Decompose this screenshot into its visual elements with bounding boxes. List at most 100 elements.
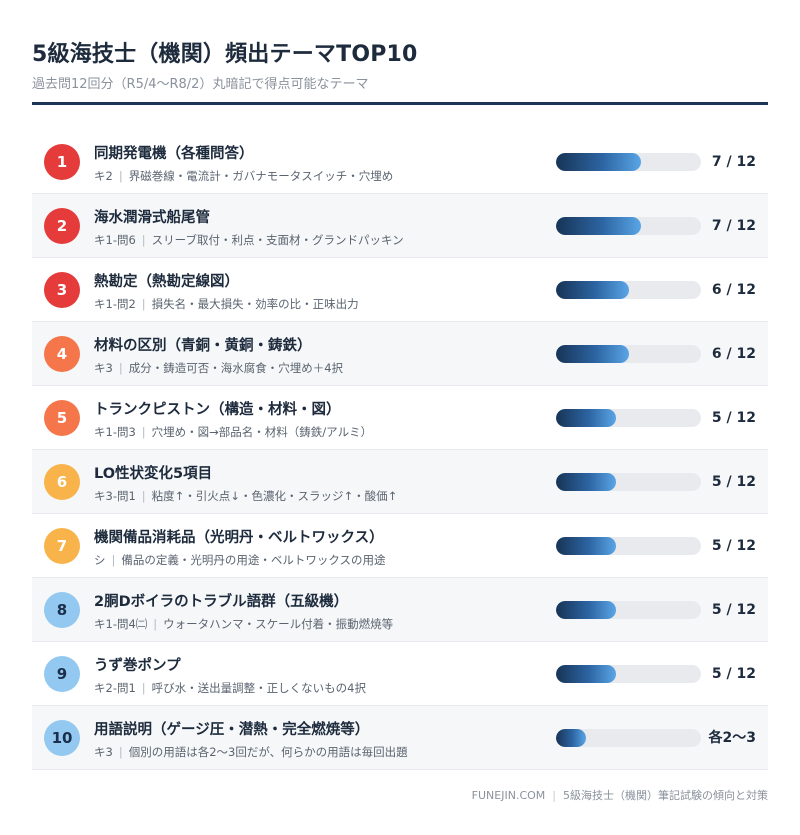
rank-tag: キ1-問6 [94, 233, 136, 247]
rank-description: 穴埋め・図→部品名・材料（鋳鉄/アルミ） [151, 425, 373, 439]
rank-row-7: 7 機関備品消耗品（光明丹・ベルトワックス） シ | 備品の定義・光明丹の用途・ベルトワ… [32, 514, 768, 578]
rank-detail: キ3-問1 | 粘度↑・引火点↓・色濃化・スラッジ↑・酸価↑ [94, 488, 397, 504]
rank-badge: 7 [44, 528, 80, 564]
header-divider [32, 102, 768, 105]
rank-row-1: 1 同期発電機（各種問答） キ2 | 界磁巻線・電流計・ガバナモータスイッチ・穴埋め 7 … [32, 130, 768, 194]
rank-row-3: 3 熱勘定（熱勘定線図） キ1-問2 | 損失名・最大損失・効率の比・正味出力 6 / 1… [32, 258, 768, 322]
frequency-bar [556, 601, 617, 619]
rank-detail: キ3 | 個別の用語は各2〜3回だが、何らかの用語は毎回出題 [94, 744, 408, 760]
rank-badge: 1 [44, 144, 80, 180]
rank-title: 同期発電機（各種問答） [94, 146, 254, 162]
rank-description: スリーブ取付・利点・支面材・グランドパッキン [151, 233, 404, 247]
frequency-bar [556, 537, 617, 555]
rank-detail: キ1-問2 | 損失名・最大損失・効率の比・正味出力 [94, 296, 359, 312]
frequency-bar-track [556, 665, 701, 683]
detail-separator: | [141, 297, 146, 311]
rank-title: 用語説明（ゲージ圧・潜熱・完全燃焼等） [94, 722, 370, 738]
rank-title: LO性状変化5項目 [94, 466, 213, 482]
rank-description: 粘度↑・引火点↓・色濃化・スラッジ↑・酸価↑ [151, 489, 398, 503]
frequency-bar [556, 153, 641, 171]
detail-separator: | [141, 425, 146, 439]
frequency-label: 6 / 12 [711, 346, 756, 362]
rank-badge: 4 [44, 336, 80, 372]
frequency-label: 5 / 12 [711, 602, 756, 618]
frequency-bar [556, 729, 587, 747]
rank-description: 個別の用語は各2〜3回だが、何らかの用語は毎回出題 [128, 745, 408, 759]
rank-tag: キ3-問1 [94, 489, 136, 503]
rank-title: 海水潤滑式船尾管 [94, 210, 210, 226]
rank-tag: キ1-問4㈡ [94, 617, 148, 631]
rank-row-8: 8 2胴Dボイラのトラブル語群（五級機） キ1-問4㈡ | ウォータハンマ・スケール付着… [32, 578, 768, 642]
rank-description: 呼び水・送出量調整・正しくないもの4択 [151, 681, 366, 695]
frequency-bar-track [556, 153, 701, 171]
rank-title: うず巻ポンプ [94, 658, 181, 674]
detail-separator: | [141, 233, 146, 247]
frequency-bar [556, 473, 617, 491]
frequency-bar [556, 217, 641, 235]
rank-badge: 2 [44, 208, 80, 244]
detail-separator: | [111, 553, 116, 567]
rank-detail: キ2 | 界磁巻線・電流計・ガバナモータスイッチ・穴埋め [94, 168, 393, 184]
detail-separator: | [118, 745, 123, 759]
page-subtitle: 過去問12回分（R5/4〜R8/2）丸暗記で得点可能なテーマ [32, 77, 369, 92]
frequency-bar-track [556, 345, 701, 363]
ranking-list: 1 同期発電機（各種問答） キ2 | 界磁巻線・電流計・ガバナモータスイッチ・穴埋め 7 … [32, 130, 768, 770]
rank-row-5: 5 トランクピストン（構造・材料・図） キ1-問3 | 穴埋め・図→部品名・材料（鋳鉄/… [32, 386, 768, 450]
rank-tag: キ2-問1 [94, 681, 136, 695]
footer: FUNEJIN.COM | 5級海技士（機関）筆記試験の傾向と対策 [472, 787, 768, 803]
frequency-bar [556, 409, 617, 427]
frequency-label: 7 / 12 [711, 218, 756, 234]
frequency-label: 5 / 12 [711, 474, 756, 490]
rank-title: 機関備品消耗品（光明丹・ベルトワックス） [94, 530, 384, 546]
frequency-bar [556, 281, 629, 299]
frequency-bar-track [556, 217, 701, 235]
rank-badge: 8 [44, 592, 80, 628]
frequency-label: 各2〜3 [708, 730, 756, 746]
detail-separator: | [118, 361, 123, 375]
rank-badge: 5 [44, 400, 80, 436]
frequency-label: 7 / 12 [711, 154, 756, 170]
rank-title: トランクピストン（構造・材料・図） [94, 402, 341, 418]
frequency-bar [556, 345, 629, 363]
frequency-bar [556, 665, 617, 683]
footer-separator: | [552, 789, 556, 802]
footer-caption: 5級海技士（機関）筆記試験の傾向と対策 [563, 789, 768, 802]
detail-separator: | [141, 681, 146, 695]
frequency-bar-track [556, 601, 701, 619]
rank-title: 2胴Dボイラのトラブル語群（五級機） [94, 594, 349, 610]
detail-separator: | [141, 489, 146, 503]
frequency-bar-track [556, 409, 701, 427]
rank-tag: キ1-問2 [94, 297, 136, 311]
frequency-label: 5 / 12 [711, 666, 756, 682]
rank-description: 備品の定義・光明丹の用途・ベルトワックスの用途 [121, 553, 386, 567]
rank-tag: キ1-問3 [94, 425, 136, 439]
rank-description: 損失名・最大損失・効率の比・正味出力 [151, 297, 359, 311]
frequency-bar-track [556, 537, 701, 555]
rank-tag: シ [94, 553, 106, 567]
rank-description: ウォータハンマ・スケール付着・振動燃焼等 [163, 617, 394, 631]
rank-tag: キ3 [94, 361, 113, 375]
rank-detail: キ3 | 成分・鋳造可否・海水腐食・穴埋め＋4択 [94, 360, 343, 376]
frequency-bar-track [556, 281, 701, 299]
frequency-label: 5 / 12 [711, 410, 756, 426]
rank-badge: 9 [44, 656, 80, 692]
frequency-label: 5 / 12 [711, 538, 756, 554]
rank-tag: キ2 [94, 169, 113, 183]
frequency-bar-track [556, 473, 701, 491]
rank-badge: 6 [44, 464, 80, 500]
rank-description: 成分・鋳造可否・海水腐食・穴埋め＋4択 [128, 361, 344, 375]
rank-detail: キ1-問6 | スリーブ取付・利点・支面材・グランドパッキン [94, 232, 404, 248]
rank-title: 熱勘定（熱勘定線図） [94, 274, 239, 290]
rank-description: 界磁巻線・電流計・ガバナモータスイッチ・穴埋め [128, 169, 394, 183]
detail-separator: | [118, 169, 123, 183]
rank-detail: シ | 備品の定義・光明丹の用途・ベルトワックスの用途 [94, 552, 386, 568]
page-title: 5級海技士（機関）頻出テーマTOP10 [32, 42, 418, 67]
frequency-label: 6 / 12 [711, 282, 756, 298]
rank-badge: 10 [44, 720, 80, 756]
rank-title: 材料の区別（青銅・黄銅・鋳鉄） [94, 338, 312, 354]
detail-separator: | [153, 617, 158, 631]
rank-detail: キ1-問3 | 穴埋め・図→部品名・材料（鋳鉄/アルミ） [94, 424, 372, 440]
rank-row-10: 10 用語説明（ゲージ圧・潜熱・完全燃焼等） キ3 | 個別の用語は各2〜3回だが、何ら… [32, 706, 768, 770]
rank-row-2: 2 海水潤滑式船尾管 キ1-問6 | スリーブ取付・利点・支面材・グランドパッキン 7 /… [32, 194, 768, 258]
rank-row-9: 9 うず巻ポンプ キ2-問1 | 呼び水・送出量調整・正しくないもの4択 5 / 12 [32, 642, 768, 706]
